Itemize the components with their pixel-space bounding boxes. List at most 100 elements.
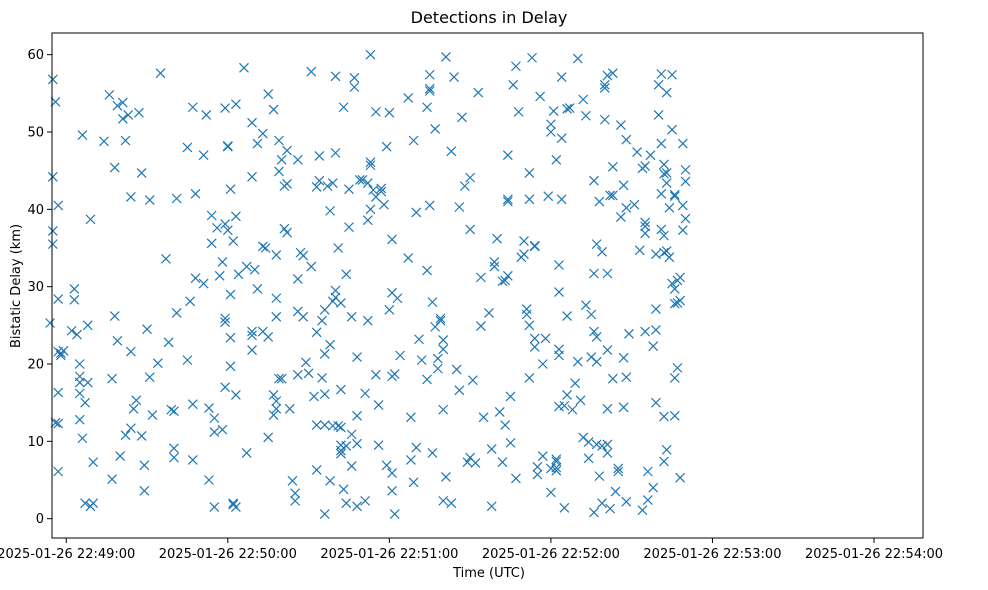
data-point	[268, 104, 279, 115]
data-point	[325, 339, 336, 350]
data-point	[125, 423, 136, 434]
data-point	[562, 390, 572, 400]
data-point	[669, 372, 680, 383]
data-point	[209, 413, 220, 424]
data-point	[529, 333, 540, 344]
data-point	[58, 345, 69, 356]
data-point	[123, 110, 134, 120]
data-point	[537, 451, 548, 461]
data-point	[467, 375, 478, 386]
data-point	[640, 221, 651, 232]
data-point	[669, 189, 680, 200]
data-point	[330, 147, 341, 158]
data-point	[107, 474, 117, 485]
data-point	[349, 72, 360, 83]
data-point	[241, 261, 252, 272]
data-point	[74, 377, 85, 388]
data-point	[373, 400, 384, 410]
data-point	[462, 457, 473, 468]
data-point	[292, 154, 303, 165]
data-point	[664, 252, 675, 263]
data-point	[440, 52, 451, 62]
data-point	[169, 452, 179, 463]
data-point	[239, 62, 249, 73]
data-point	[214, 270, 225, 281]
data-point	[169, 443, 179, 454]
data-point	[128, 403, 139, 414]
data-point	[384, 304, 395, 315]
data-point	[117, 97, 128, 108]
data-point	[513, 106, 524, 117]
data-point	[220, 219, 231, 229]
data-point	[427, 297, 438, 308]
data-point	[53, 200, 64, 211]
data-point	[376, 183, 387, 194]
data-point	[451, 364, 462, 375]
data-point	[335, 384, 346, 395]
data-point	[365, 204, 376, 215]
data-point	[392, 293, 403, 304]
data-point	[198, 150, 209, 161]
data-point	[322, 181, 333, 192]
data-point	[365, 160, 376, 171]
data-point	[589, 507, 599, 518]
data-point	[187, 454, 198, 465]
data-point	[365, 157, 376, 168]
data-point	[290, 495, 301, 506]
data-point	[147, 410, 158, 420]
data-point	[222, 225, 233, 236]
data-point	[667, 124, 677, 135]
data-point	[185, 296, 196, 307]
data-point	[656, 69, 667, 79]
data-point	[136, 430, 147, 441]
data-point	[583, 453, 594, 464]
data-point	[677, 225, 688, 236]
data-point	[642, 466, 653, 477]
data-point	[341, 269, 352, 280]
data-point	[408, 477, 419, 488]
data-point	[607, 68, 618, 79]
data-point	[117, 113, 128, 124]
data-point	[152, 358, 163, 369]
data-point	[327, 420, 338, 431]
data-point	[99, 136, 109, 147]
data-point	[204, 475, 214, 485]
data-point	[613, 463, 624, 474]
data-point	[602, 439, 613, 450]
data-point	[621, 496, 632, 507]
data-point	[648, 482, 659, 493]
data-point	[209, 427, 220, 437]
data-point	[599, 79, 610, 90]
data-point	[247, 117, 257, 128]
data-point	[519, 249, 529, 260]
data-point	[602, 268, 613, 279]
data-point	[559, 502, 570, 513]
data-point	[74, 414, 85, 425]
data-point	[220, 382, 231, 393]
data-point	[551, 462, 562, 473]
data-point	[529, 342, 540, 352]
data-point	[551, 465, 562, 476]
data-point	[317, 315, 327, 326]
data-point	[562, 103, 572, 114]
y-tick-label: 60	[27, 48, 44, 63]
data-point	[72, 329, 82, 340]
data-point	[607, 190, 618, 201]
data-point	[330, 71, 341, 82]
data-point	[292, 274, 303, 284]
data-point	[505, 437, 516, 448]
data-point	[500, 420, 511, 431]
data-point	[230, 211, 241, 222]
data-point	[144, 372, 155, 383]
data-point	[352, 501, 362, 512]
data-point	[524, 194, 535, 205]
data-point	[457, 112, 467, 123]
data-point	[669, 191, 680, 202]
data-point	[241, 448, 252, 458]
data-point	[222, 141, 233, 152]
data-point	[532, 461, 543, 472]
data-point	[615, 120, 626, 130]
data-point	[578, 94, 589, 105]
data-point	[228, 236, 239, 246]
